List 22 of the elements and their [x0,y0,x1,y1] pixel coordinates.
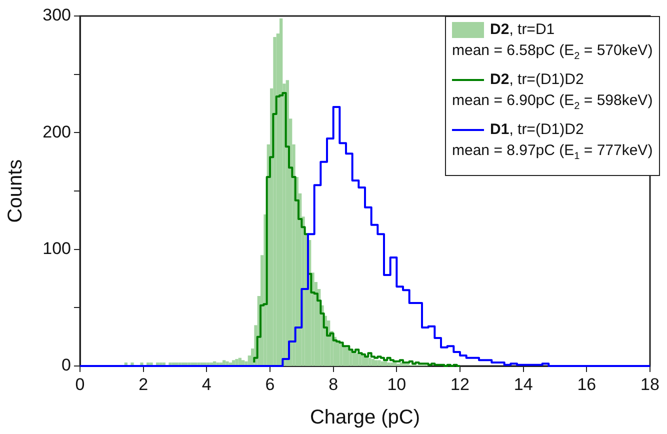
y-tick-label: 300 [42,6,71,25]
annotation: mean = 6.58pC (E$_{2}$ = 570keV) [452,42,653,63]
y-tick-label: 100 [42,239,71,258]
x-axis-title: Charge (pC) [310,406,420,429]
y-tick-label: 200 [42,122,71,142]
x-tick-label: 10 [387,374,406,394]
y-axis-title: Counts [4,159,27,223]
legend-label: D2, tr=(D1)D2 [490,71,584,89]
x-tick-label: 14 [514,374,533,394]
x-tick-label: 6 [265,374,275,394]
annotation: mean = 8.97pC (E$_{1}$ = 777keV) [452,142,653,163]
x-tick-label: 8 [328,374,338,394]
legend-label: D2, tr=D1 [490,21,555,39]
x-tick-label: 0 [75,374,85,394]
x-tick-label: 2 [138,374,148,394]
annotation: mean = 6.90pC (E$_{2}$ = 598keV) [452,92,653,113]
y-tick-label: 0 [62,356,71,375]
x-tick-label: 18 [640,374,660,394]
x-tick-label: 4 [202,374,212,394]
legend-label: D1, tr=(D1)D2 [490,121,584,139]
x-tick-label: 12 [450,374,470,394]
x-tick-label: 16 [577,374,596,394]
